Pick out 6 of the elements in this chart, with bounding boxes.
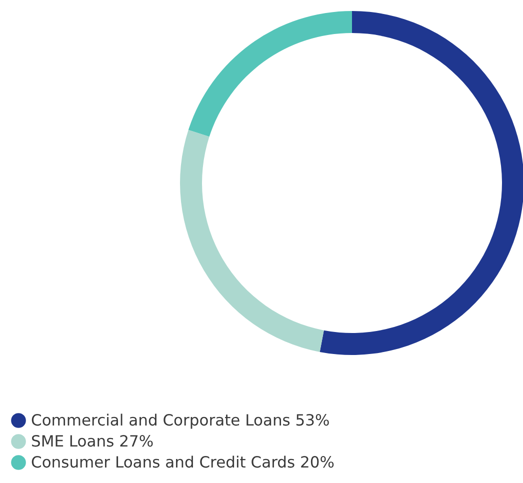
donut-slice (188, 11, 352, 137)
donut-slice (320, 11, 523, 355)
legend-label: Consumer Loans and Credit Cards 20% (31, 454, 334, 472)
legend-label: Commercial and Corporate Loans 53% (31, 412, 330, 430)
legend-label: SME Loans 27% (31, 432, 154, 450)
donut-slice (180, 130, 324, 352)
